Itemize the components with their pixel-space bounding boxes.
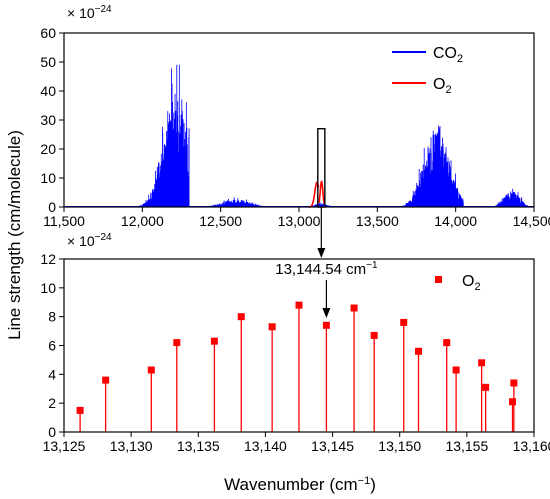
- o2-point: [102, 376, 110, 384]
- top-y-tick-label: 40: [40, 83, 56, 99]
- bottom-x-tick-label: 13,135: [177, 438, 220, 454]
- top-x-tick-label: 12,500: [199, 213, 242, 229]
- o2-point: [482, 383, 490, 391]
- legend-o2-label: O2: [462, 273, 481, 293]
- top-y-tick-label: 10: [40, 170, 56, 186]
- top-y-tick-label: 60: [40, 25, 56, 41]
- o2-point: [478, 359, 486, 367]
- bottom-plot-area: [76, 301, 518, 432]
- top-y-tick-label: 50: [40, 54, 56, 70]
- o2-point: [76, 406, 84, 414]
- o2-point: [147, 366, 155, 374]
- o2-point: [443, 339, 451, 347]
- bottom-y-tick-label: 0: [48, 424, 56, 440]
- bottom-legend: O2: [435, 273, 481, 293]
- o2-point: [295, 301, 303, 309]
- legend-o2-label: O2: [433, 76, 452, 96]
- top-y-tick-label: 20: [40, 141, 56, 157]
- bottom-multiplier-label: × 10−24: [67, 232, 112, 249]
- legend-o2-marker: [435, 276, 442, 283]
- bottom-axes: 13,125 13,130 13,135 13,140 13,145 13,150 13,1…: [40, 251, 550, 454]
- annotation-arrow-head: [322, 308, 331, 318]
- top-x-tick-label: 13,000: [278, 213, 321, 229]
- o2-point: [237, 313, 245, 321]
- peak-annotation-label: 13,144.54 cm−1: [275, 260, 378, 278]
- bottom-x-tick-label: 13,130: [110, 438, 153, 454]
- o2-point: [415, 347, 423, 355]
- top-y-tick-label: 30: [40, 112, 56, 128]
- o2-point: [452, 366, 460, 374]
- bottom-y-tick-label: 6: [48, 338, 56, 354]
- o2-point: [509, 398, 517, 406]
- x-axis-label: Wavenumber (cm−1): [224, 475, 376, 494]
- o2-point: [510, 379, 518, 387]
- bottom-y-tick-label: 2: [48, 395, 56, 411]
- bottom-x-tick-label: 13,160: [513, 438, 550, 454]
- top-legend: CO2 O2: [392, 45, 463, 96]
- o2-point: [350, 304, 358, 312]
- bottom-x-tick-label: 13,140: [244, 438, 287, 454]
- top-y-tick-label: 0: [48, 199, 56, 215]
- top-multiplier-label: × 10−24: [67, 4, 112, 21]
- o2-point: [400, 318, 408, 326]
- o2-band-1: [318, 180, 326, 204]
- bottom-y-tick-label: 4: [48, 366, 56, 382]
- bottom-x-tick-label: 13,145: [311, 438, 354, 454]
- top-x-tick-label: 12,000: [121, 213, 164, 229]
- o2-point: [268, 323, 276, 331]
- top-panel: × 10−24 11,500 12,000 12,500 13,000 13,500 14…: [40, 4, 550, 229]
- bottom-panel: × 10−24 13,125 13,130 13,135 13,140 13,145 13…: [40, 232, 550, 494]
- bottom-y-tick-label: 8: [48, 309, 56, 325]
- zoom-connector-arrow: [317, 207, 326, 258]
- bottom-y-tick-label: 10: [40, 280, 56, 296]
- o2-point: [210, 337, 218, 345]
- bottom-x-tick-label: 13,125: [43, 438, 86, 454]
- bottom-x-tick-label: 13,155: [445, 438, 488, 454]
- o2-point: [173, 339, 181, 347]
- top-x-tick-label: 13,500: [356, 213, 399, 229]
- legend-co2-label: CO2: [433, 45, 463, 65]
- top-axes: 11,500 12,000 12,500 13,000 13,500 14,000 14,5…: [40, 25, 550, 229]
- o2-point: [370, 331, 378, 339]
- connector-head: [317, 248, 326, 258]
- top-x-tick-label: 14,000: [434, 213, 477, 229]
- top-x-tick-label: 14,500: [513, 213, 550, 229]
- bottom-y-tick-label: 12: [40, 251, 56, 267]
- bottom-x-tick-label: 13,150: [378, 438, 421, 454]
- top-x-tick-label: 11,500: [43, 213, 85, 229]
- o2-point: [322, 321, 330, 329]
- y-axis-label: Line strength (cm/molecule): [5, 130, 24, 340]
